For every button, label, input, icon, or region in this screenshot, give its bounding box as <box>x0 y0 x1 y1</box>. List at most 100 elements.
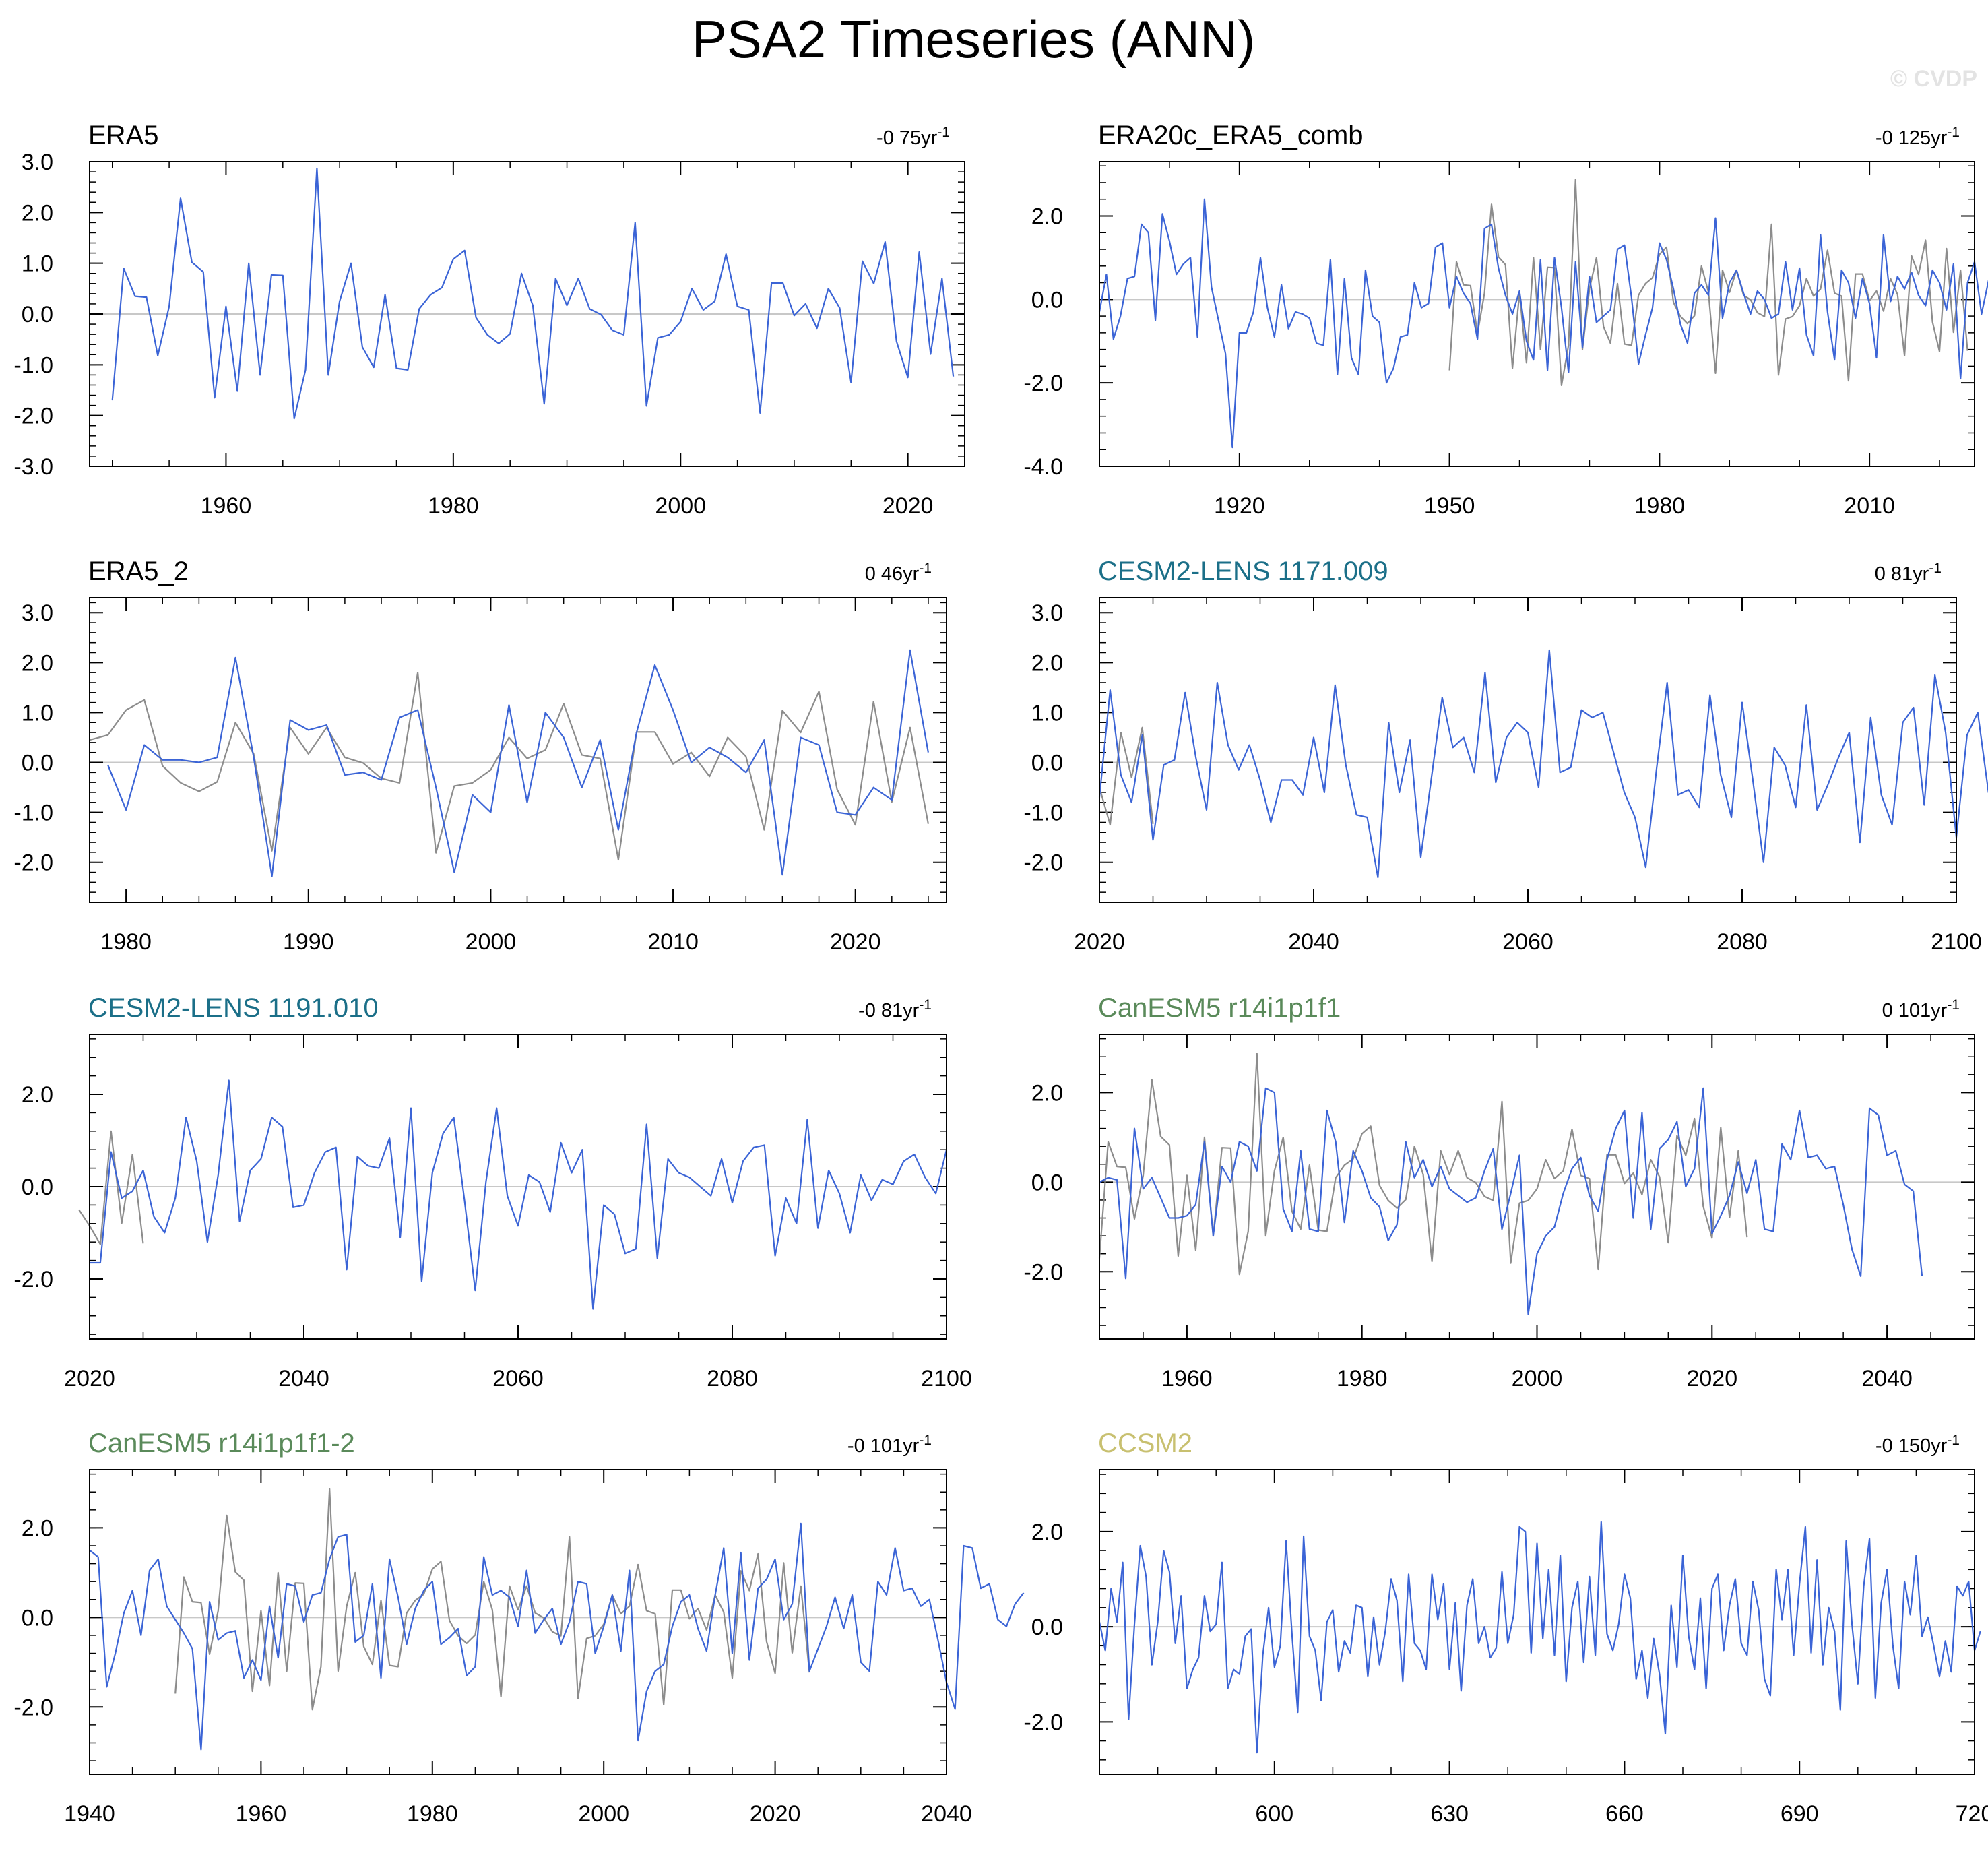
trend-label: -0 75yr-1 <box>876 125 950 149</box>
x-tick-label: 2020 <box>883 493 934 519</box>
x-tick-label: 2000 <box>466 929 517 955</box>
trend-label: -0 101yr-1 <box>847 1433 932 1457</box>
panel-title: CanESM5 r14i1p1f1 <box>1098 993 1341 1023</box>
y-tick-label: 0.0 <box>22 302 53 327</box>
series-line-reference <box>89 671 929 861</box>
trend-label: -0 81yr-1 <box>858 997 932 1022</box>
y-tick-label: 0.0 <box>1031 751 1063 776</box>
series-line-main <box>89 1522 1025 1751</box>
y-tick-label: 0.0 <box>22 1605 53 1631</box>
y-tick-label: 2.0 <box>1031 1519 1063 1545</box>
x-tick-label: 2080 <box>1717 929 1768 955</box>
y-tick-label: 2.0 <box>22 200 53 226</box>
series-line-main <box>1098 649 1988 879</box>
x-tick-label: 2040 <box>278 1366 329 1391</box>
x-tick-label: 1940 <box>64 1801 115 1827</box>
y-tick-label: -2.0 <box>1023 850 1063 876</box>
y-tick-label: 1.0 <box>22 251 53 277</box>
y-tick-label: -1.0 <box>13 352 53 378</box>
plot-frame <box>1099 597 1957 903</box>
panel-title: ERA20c_ERA5_comb <box>1098 121 1364 150</box>
x-tick-label: 2080 <box>707 1366 758 1391</box>
y-tick-label: -2.0 <box>13 1267 53 1292</box>
x-tick-label: 1980 <box>1337 1366 1388 1391</box>
x-tick-label: 660 <box>1605 1801 1644 1827</box>
x-tick-label: 1960 <box>201 493 252 519</box>
y-tick-label: 3.0 <box>1031 600 1063 626</box>
y-tick-label: -2.0 <box>13 404 53 429</box>
y-tick-label: 0.0 <box>1031 1614 1063 1640</box>
y-tick-label: -2.0 <box>1023 1709 1063 1735</box>
plot-frame <box>89 597 947 903</box>
plot-frame <box>89 1034 947 1340</box>
series-line-main <box>1098 198 1988 449</box>
y-tick-label: -2.0 <box>1023 1259 1063 1285</box>
panel-title: CESM2-LENS 1171.009 <box>1098 557 1388 586</box>
x-tick-label: 2020 <box>1074 929 1125 955</box>
chart-panel: CanESM5 r14i1p1f1-2 -0 101yr-1 -2.0 0.0 2.0 1… <box>13 1429 1025 1827</box>
trend-label: 0 46yr-1 <box>865 561 932 585</box>
panel-title: CCSM2 <box>1098 1429 1192 1458</box>
x-tick-label: 1980 <box>407 1801 458 1827</box>
series-line-main <box>107 649 929 877</box>
x-tick-label: 1960 <box>1161 1366 1213 1391</box>
y-tick-label: 2.0 <box>22 1082 53 1108</box>
panel-title: ERA5 <box>88 121 159 150</box>
plot-frame <box>89 161 965 467</box>
chart-panel: CESM2-LENS 1171.009 0 81yr-1 -2.0 -1.0 0.0 1.… <box>1023 557 1988 955</box>
y-tick-label: 0.0 <box>22 1174 53 1200</box>
series-line-main <box>1098 1521 1981 1754</box>
plot-frame <box>1099 1469 1975 1775</box>
chart-panel: ERA5_2 0 46yr-1 -2.0 -1.0 0.0 1.0 2.0 3.0 1980 19… <box>13 557 947 955</box>
series-line-reference <box>1098 726 1154 826</box>
chart-panel: CESM2-LENS 1191.010 -0 81yr-1 -2.0 0.0 2.0 20… <box>13 993 971 1391</box>
x-tick-label: 1980 <box>428 493 479 519</box>
y-tick-label: 1.0 <box>22 700 53 726</box>
x-tick-label: 2040 <box>1861 1366 1913 1391</box>
panel-title: ERA5_2 <box>88 557 189 586</box>
y-tick-label: -3.0 <box>13 454 53 480</box>
trend-label: -0 125yr-1 <box>1875 125 1960 149</box>
y-tick-label: -4.0 <box>1023 454 1063 480</box>
y-tick-label: 0.0 <box>1031 1170 1063 1195</box>
panel-title: CanESM5 r14i1p1f1-2 <box>88 1429 355 1458</box>
panel-title: CESM2-LENS 1191.010 <box>88 993 379 1023</box>
watermark: © CVDP <box>1890 66 1977 92</box>
x-tick-label: 2000 <box>655 493 706 519</box>
y-tick-label: 2.0 <box>1031 203 1063 229</box>
x-tick-label: 720 <box>1956 1801 1988 1827</box>
x-tick-label: 2010 <box>647 929 699 955</box>
y-tick-label: -1.0 <box>13 801 53 826</box>
plot-frame <box>1099 1034 1975 1340</box>
x-tick-label: 2040 <box>921 1801 972 1827</box>
x-tick-label: 2100 <box>921 1366 972 1391</box>
y-tick-label: -2.0 <box>1023 371 1063 396</box>
chart-panel: CanESM5 r14i1p1f1 0 101yr-1 -2.0 0.0 2.0 1960… <box>1023 993 1975 1391</box>
plot-frame <box>1099 161 1975 467</box>
trend-label: 0 101yr-1 <box>1882 997 1960 1022</box>
x-tick-label: 2000 <box>578 1801 629 1827</box>
x-tick-label: 690 <box>1781 1801 1819 1827</box>
x-tick-label: 600 <box>1255 1801 1293 1827</box>
x-tick-label: 2000 <box>1512 1366 1563 1391</box>
series-line-main <box>111 167 955 420</box>
figure-title: PSA2 Timeseries (ANN) <box>692 9 1256 69</box>
y-tick-label: 2.0 <box>22 650 53 676</box>
x-tick-label: 2020 <box>64 1366 115 1391</box>
x-tick-label: 2020 <box>830 929 881 955</box>
x-tick-label: 1980 <box>1634 493 1686 519</box>
x-tick-label: 2040 <box>1288 929 1339 955</box>
y-tick-label: 2.0 <box>1031 1080 1063 1106</box>
panels: ERA5 -0 75yr-1 -3.0 -2.0 -1.0 0.0 1.0 2.0 3.0 196… <box>13 121 1988 1827</box>
y-tick-label: -1.0 <box>1023 801 1063 826</box>
chart-panel: CCSM2 -0 150yr-1 -2.0 0.0 2.0 600 630 660 690 720 <box>1023 1429 1988 1827</box>
x-tick-label: 1980 <box>100 929 152 955</box>
y-tick-label: 2.0 <box>22 1515 53 1541</box>
y-tick-label: 3.0 <box>22 150 53 175</box>
series-line-main <box>1099 1087 1923 1315</box>
y-tick-label: 1.0 <box>1031 700 1063 726</box>
y-tick-label: 3.0 <box>22 600 53 626</box>
x-tick-label: 630 <box>1430 1801 1469 1827</box>
x-tick-label: 2010 <box>1844 493 1895 519</box>
